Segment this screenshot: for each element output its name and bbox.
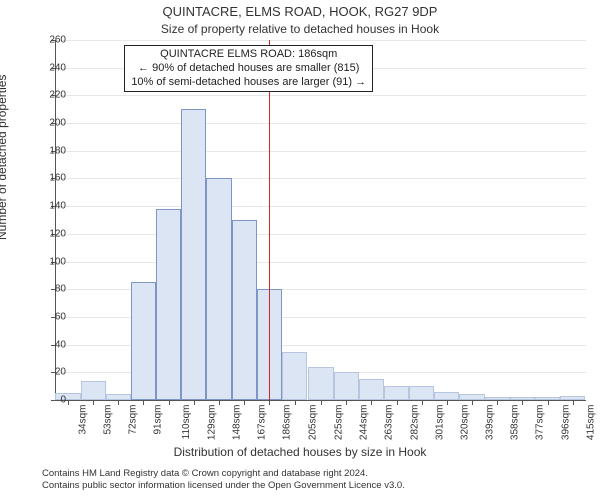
xtick-mark [295, 400, 296, 405]
xtick-mark [169, 400, 170, 405]
gridline [56, 95, 586, 96]
gridline [56, 40, 586, 41]
gridline [56, 123, 586, 124]
xtick-label: 91sqm [153, 405, 164, 435]
xtick-mark [219, 400, 220, 405]
plot-area: 34sqm53sqm72sqm91sqm110sqm129sqm148sqm16… [55, 40, 586, 401]
xtick-label: 415sqm [585, 405, 596, 441]
annotation-line: 10% of semi-detached houses are larger (… [131, 76, 366, 90]
xtick-mark [447, 400, 448, 405]
xtick-label: 34sqm [77, 405, 88, 435]
histogram-bar [308, 367, 333, 400]
footer-attribution: Contains HM Land Registry data © Crown c… [42, 468, 405, 492]
histogram-bar [232, 220, 257, 400]
gridline [56, 262, 586, 263]
xtick-label: 148sqm [231, 405, 242, 441]
xtick-label: 186sqm [282, 405, 293, 441]
xtick-mark [346, 400, 347, 405]
xtick-label: 129sqm [206, 405, 217, 441]
chart-subtitle: Size of property relative to detached ho… [0, 22, 600, 36]
xtick-label: 339sqm [484, 405, 495, 441]
xtick-mark [68, 400, 69, 405]
ytick-label: 180 [26, 145, 66, 156]
reference-line [269, 40, 270, 400]
ytick-label: 200 [26, 118, 66, 129]
ytick-label: 0 [26, 395, 66, 406]
ytick-label: 220 [26, 90, 66, 101]
xtick-mark [143, 400, 144, 405]
histogram-chart: QUINTACRE, ELMS ROAD, HOOK, RG27 9DP Siz… [0, 0, 600, 500]
histogram-bar [156, 209, 181, 400]
xtick-mark [522, 400, 523, 405]
xtick-label: 358sqm [510, 405, 521, 441]
ytick-label: 160 [26, 173, 66, 184]
gridline [56, 206, 586, 207]
xtick-label: 301sqm [434, 405, 445, 441]
xtick-mark [548, 400, 549, 405]
histogram-bar [131, 282, 156, 400]
xtick-mark [194, 400, 195, 405]
xtick-label: 53sqm [103, 405, 114, 435]
histogram-bar [434, 392, 459, 400]
xtick-label: 225sqm [333, 405, 344, 441]
xtick-mark [269, 400, 270, 405]
histogram-bar [359, 379, 384, 400]
xtick-mark [93, 400, 94, 405]
histogram-bar [334, 372, 359, 400]
xtick-mark [321, 400, 322, 405]
histogram-bar [409, 386, 434, 400]
gridline [56, 234, 586, 235]
xtick-mark [397, 400, 398, 405]
xtick-label: 205sqm [307, 405, 318, 441]
y-axis-label: Number of detached properties [0, 75, 9, 240]
histogram-bar [81, 381, 106, 400]
annotation-line: ← 90% of detached houses are smaller (81… [131, 62, 366, 76]
ytick-label: 240 [26, 62, 66, 73]
xtick-label: 167sqm [256, 405, 267, 441]
x-axis-label: Distribution of detached houses by size … [0, 445, 600, 459]
xtick-label: 377sqm [535, 405, 546, 441]
xtick-mark [422, 400, 423, 405]
xtick-mark [118, 400, 119, 405]
histogram-bar [384, 386, 409, 400]
annotation-box: QUINTACRE ELMS ROAD: 186sqm ← 90% of det… [124, 45, 373, 92]
ytick-label: 60 [26, 311, 66, 322]
ytick-label: 120 [26, 228, 66, 239]
ytick-label: 260 [26, 35, 66, 46]
xtick-label: 244sqm [358, 405, 369, 441]
annotation-line: QUINTACRE ELMS ROAD: 186sqm [131, 48, 366, 62]
footer-line: Contains public sector information licen… [42, 480, 405, 492]
xtick-mark [244, 400, 245, 405]
ytick-label: 40 [26, 339, 66, 350]
ytick-label: 140 [26, 201, 66, 212]
xtick-label: 396sqm [560, 405, 571, 441]
ytick-label: 100 [26, 256, 66, 267]
gridline [56, 178, 586, 179]
xtick-mark [497, 400, 498, 405]
footer-line: Contains HM Land Registry data © Crown c… [42, 468, 405, 480]
xtick-mark [371, 400, 372, 405]
xtick-label: 320sqm [459, 405, 470, 441]
xtick-mark [472, 400, 473, 405]
ytick-label: 80 [26, 284, 66, 295]
gridline [56, 151, 586, 152]
chart-title: QUINTACRE, ELMS ROAD, HOOK, RG27 9DP [0, 4, 600, 19]
histogram-bar [206, 178, 231, 400]
histogram-bar [282, 352, 307, 400]
xtick-label: 110sqm [181, 405, 192, 440]
xtick-label: 263sqm [384, 405, 395, 441]
xtick-label: 282sqm [409, 405, 420, 441]
histogram-bar [181, 109, 206, 400]
ytick-label: 20 [26, 367, 66, 378]
xtick-mark [573, 400, 574, 405]
xtick-label: 72sqm [128, 405, 139, 435]
